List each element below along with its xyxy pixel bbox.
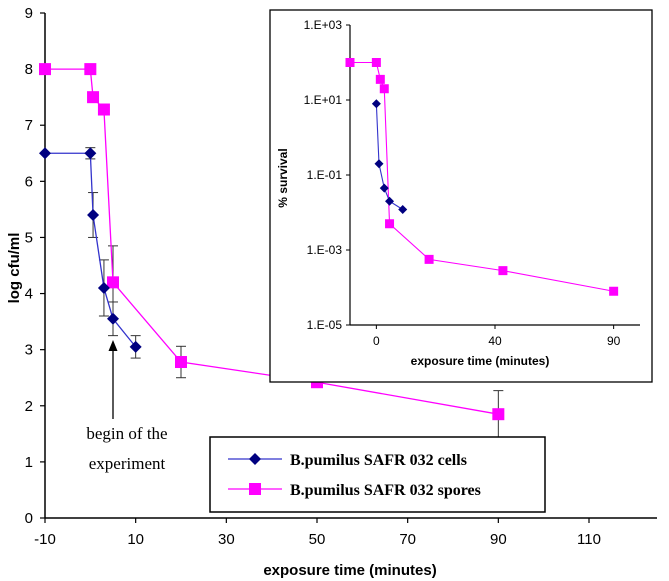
cells-point xyxy=(87,209,100,221)
inset-spores-point xyxy=(379,84,389,94)
inset-x-tick-label: 40 xyxy=(488,334,502,348)
cells-point xyxy=(107,312,119,325)
y-tick-label: 2 xyxy=(25,398,33,415)
annotation-arrowhead xyxy=(108,340,118,351)
y-tick-label: 6 xyxy=(25,173,33,190)
y-tick-label: 9 xyxy=(25,5,33,22)
x-tick-label: 110 xyxy=(577,531,601,548)
inset-frame xyxy=(269,9,653,383)
y-tick-label: 7 xyxy=(25,117,33,134)
inset-cells-point xyxy=(371,99,381,109)
annotation-line-1: begin of the xyxy=(86,424,167,443)
spores-point xyxy=(87,91,100,104)
inset-spores-point xyxy=(371,58,381,67)
x-tick-label: 10 xyxy=(127,531,144,548)
inset-spores-point xyxy=(375,74,385,84)
inset-y-tick-label: 1.E-05 xyxy=(307,318,343,332)
annotation-line-2: experiment xyxy=(89,454,166,473)
cells-series-line xyxy=(45,152,137,348)
spores-point xyxy=(492,408,505,421)
inset-x-tick-label: 0 xyxy=(373,334,380,348)
spores-point xyxy=(97,103,110,116)
cells-point xyxy=(97,281,110,294)
x-tick-label: 50 xyxy=(309,531,326,548)
x-axis-label: exposure time (minutes) xyxy=(263,562,436,579)
y-tick-label: 4 xyxy=(25,286,33,303)
spores-point xyxy=(39,63,51,76)
inset-y-tick-label: 1.E+01 xyxy=(304,93,343,107)
inset-spores-point xyxy=(424,254,434,264)
legend-spores-marker xyxy=(249,483,261,495)
y-tick-label: 1 xyxy=(25,454,33,471)
inset-y-tick-label: 1.E-01 xyxy=(307,168,343,182)
inset-spores-point xyxy=(385,219,395,229)
inset-spores-point xyxy=(609,286,619,296)
inset-y-tick-label: 1.E+03 xyxy=(304,18,343,32)
y-tick-label: 5 xyxy=(25,229,33,246)
spores-point xyxy=(84,63,97,76)
inset-cells-point xyxy=(379,183,389,193)
legend-box xyxy=(209,436,546,513)
inset-cells-point xyxy=(385,196,395,206)
cells-point xyxy=(129,340,142,353)
inset-spores-point xyxy=(345,58,355,67)
inset-spores-point xyxy=(498,266,508,276)
y-tick-label: 3 xyxy=(25,342,33,359)
spores-point xyxy=(107,276,119,289)
x-tick-label: 70 xyxy=(399,531,416,548)
inset-cells-point xyxy=(398,205,408,214)
cells-point xyxy=(39,147,51,160)
x-tick-label: -10 xyxy=(34,531,56,548)
x-tick-label: 90 xyxy=(490,531,507,548)
x-tick-label: 30 xyxy=(218,531,235,548)
legend-spores-label: B.pumilus SAFR 032 spores xyxy=(290,482,481,499)
annotation: begin of the experiment xyxy=(86,340,168,473)
inset-x-tick-label: 90 xyxy=(607,334,621,348)
inset-x-axis-label: exposure time (minutes) xyxy=(411,354,550,368)
legend-cells-label: B.pumilus SAFR 032 cells xyxy=(290,452,467,469)
main-plot: 0 1 2 3 4 5 6 7 8 9 -10 10 30 50 70 90 110 exposure time … xyxy=(6,5,657,579)
inset-plot: 1.E-05 1.E-03 1.E-01 1.E+01 1.E+03 0 40 90 expos… xyxy=(269,9,653,383)
spores-point xyxy=(175,356,187,369)
legend: B.pumilus SAFR 032 cells B.pumilus SAFR … xyxy=(209,436,546,513)
inset-y-axis-label: % survival xyxy=(276,148,290,207)
cells-point xyxy=(84,147,97,160)
y-tick-label: 8 xyxy=(25,61,33,78)
y-tick-label: 0 xyxy=(25,510,33,527)
y-axis-label: log cfu/ml xyxy=(6,233,23,304)
legend-cells-marker xyxy=(249,453,261,465)
inset-cells-point xyxy=(374,159,384,169)
inset-y-tick-label: 1.E-03 xyxy=(307,243,343,257)
